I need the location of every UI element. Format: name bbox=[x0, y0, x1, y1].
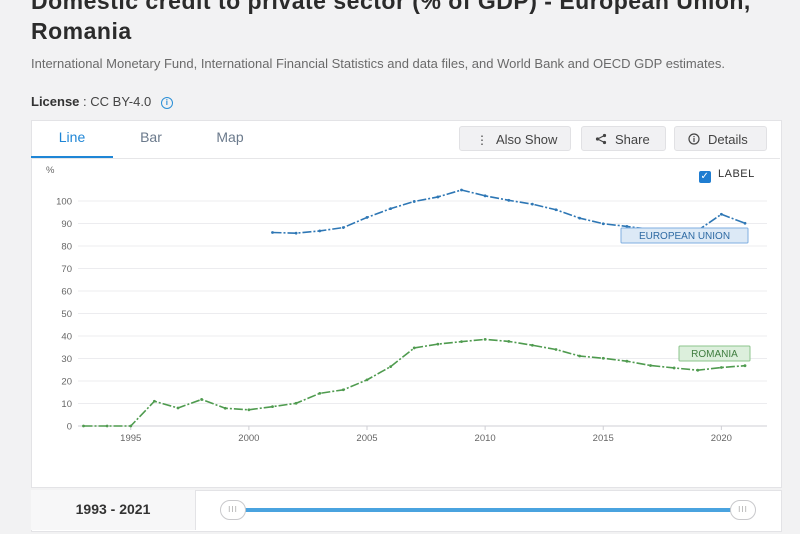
x-tick-label: 2000 bbox=[238, 433, 259, 444]
data-point bbox=[223, 406, 227, 410]
share-label: Share bbox=[615, 132, 650, 147]
data-point bbox=[247, 408, 251, 412]
data-point bbox=[672, 366, 676, 370]
data-point bbox=[294, 401, 298, 405]
data-point bbox=[318, 391, 322, 395]
page-title: Domestic credit to private sector (% of … bbox=[31, 0, 751, 44]
data-point bbox=[530, 202, 534, 206]
checkbox-checked-icon[interactable]: ✓ bbox=[699, 171, 711, 183]
details-button[interactable]: Details bbox=[674, 126, 767, 151]
series-line-romania bbox=[83, 338, 746, 427]
y-axis-label: % bbox=[46, 165, 55, 176]
series-label-box bbox=[620, 227, 749, 244]
data-point bbox=[271, 231, 274, 234]
data-point bbox=[578, 354, 582, 358]
source-note: International Monetary Fund, Internation… bbox=[31, 56, 725, 71]
data-point bbox=[176, 406, 180, 410]
y-tick-label: 60 bbox=[61, 287, 72, 298]
chart-card bbox=[31, 120, 782, 488]
data-point bbox=[318, 229, 322, 233]
data-point bbox=[365, 216, 369, 219]
series-label: EUROPEAN UNION bbox=[639, 231, 730, 242]
license-value: : CC BY-4.0 bbox=[83, 94, 152, 109]
data-point bbox=[460, 340, 463, 344]
data-point bbox=[649, 364, 652, 367]
data-point bbox=[554, 348, 558, 351]
data-point bbox=[105, 424, 109, 428]
data-point bbox=[530, 343, 534, 347]
data-point bbox=[389, 207, 393, 211]
data-point bbox=[483, 337, 487, 341]
data-point bbox=[129, 424, 133, 428]
x-tick-label: 2015 bbox=[593, 433, 614, 444]
data-point bbox=[507, 340, 511, 343]
data-point bbox=[625, 225, 629, 228]
data-point bbox=[719, 366, 723, 369]
license-line: License : CC BY-4.0 i bbox=[31, 94, 173, 109]
data-point bbox=[200, 398, 204, 401]
tab-bar: Line Bar Map bbox=[31, 120, 780, 159]
license-label: License bbox=[31, 94, 80, 109]
data-point bbox=[436, 195, 440, 199]
y-tick-label: 40 bbox=[61, 332, 72, 343]
data-point bbox=[696, 368, 700, 372]
data-point bbox=[271, 405, 274, 409]
range-label: 1993 - 2021 bbox=[31, 490, 196, 530]
tab-bar-chart[interactable]: Bar bbox=[140, 129, 162, 145]
tab-map[interactable]: Map bbox=[216, 129, 244, 145]
more-vertical-icon: ⋮ bbox=[476, 133, 488, 147]
also-show-label: Also Show bbox=[496, 132, 558, 147]
x-tick-label: 2005 bbox=[356, 433, 377, 444]
share-icon bbox=[595, 128, 607, 153]
range-slider-track[interactable] bbox=[233, 508, 743, 512]
label-toggle[interactable]: ✓ LABEL bbox=[699, 168, 755, 183]
data-point bbox=[412, 346, 416, 350]
y-tick-label: 20 bbox=[61, 377, 72, 388]
info-circle-icon bbox=[688, 128, 700, 153]
data-point bbox=[341, 226, 345, 229]
data-point bbox=[507, 198, 511, 202]
data-point bbox=[743, 221, 747, 225]
data-point bbox=[601, 222, 605, 226]
y-tick-label: 90 bbox=[61, 219, 72, 230]
y-tick-label: 0 bbox=[67, 422, 72, 433]
x-tick-label: 2020 bbox=[711, 433, 732, 444]
series-label-box bbox=[678, 345, 751, 362]
share-button[interactable]: Share bbox=[581, 126, 666, 151]
y-tick-label: 100 bbox=[56, 197, 72, 208]
data-point bbox=[601, 356, 605, 360]
data-point bbox=[152, 399, 156, 403]
data-point bbox=[578, 216, 582, 220]
data-point bbox=[389, 365, 393, 368]
y-tick-label: 50 bbox=[61, 309, 72, 320]
data-point bbox=[294, 231, 298, 235]
data-point bbox=[412, 200, 416, 203]
data-point bbox=[743, 364, 747, 368]
data-point bbox=[554, 208, 558, 212]
y-tick-label: 10 bbox=[61, 399, 72, 410]
range-end-handle[interactable]: III bbox=[730, 500, 756, 520]
data-point bbox=[625, 359, 629, 363]
data-point bbox=[365, 378, 369, 382]
tab-line[interactable]: Line bbox=[31, 120, 113, 158]
also-show-button[interactable]: ⋮ Also Show bbox=[459, 126, 571, 151]
label-toggle-text: LABEL bbox=[718, 168, 755, 180]
range-start-handle[interactable]: III bbox=[220, 500, 246, 520]
y-tick-label: 30 bbox=[61, 354, 72, 365]
data-point bbox=[483, 194, 487, 198]
data-point bbox=[82, 424, 85, 428]
x-tick-label: 2010 bbox=[475, 433, 496, 444]
data-point bbox=[719, 212, 723, 216]
details-label: Details bbox=[708, 132, 748, 147]
series-label: ROMANIA bbox=[691, 349, 738, 360]
data-point bbox=[341, 388, 345, 392]
y-tick-label: 80 bbox=[61, 242, 72, 253]
data-point bbox=[460, 188, 463, 192]
data-point bbox=[436, 342, 440, 346]
y-tick-label: 70 bbox=[61, 264, 72, 275]
x-tick-label: 1995 bbox=[120, 433, 141, 444]
info-icon[interactable]: i bbox=[160, 96, 173, 109]
